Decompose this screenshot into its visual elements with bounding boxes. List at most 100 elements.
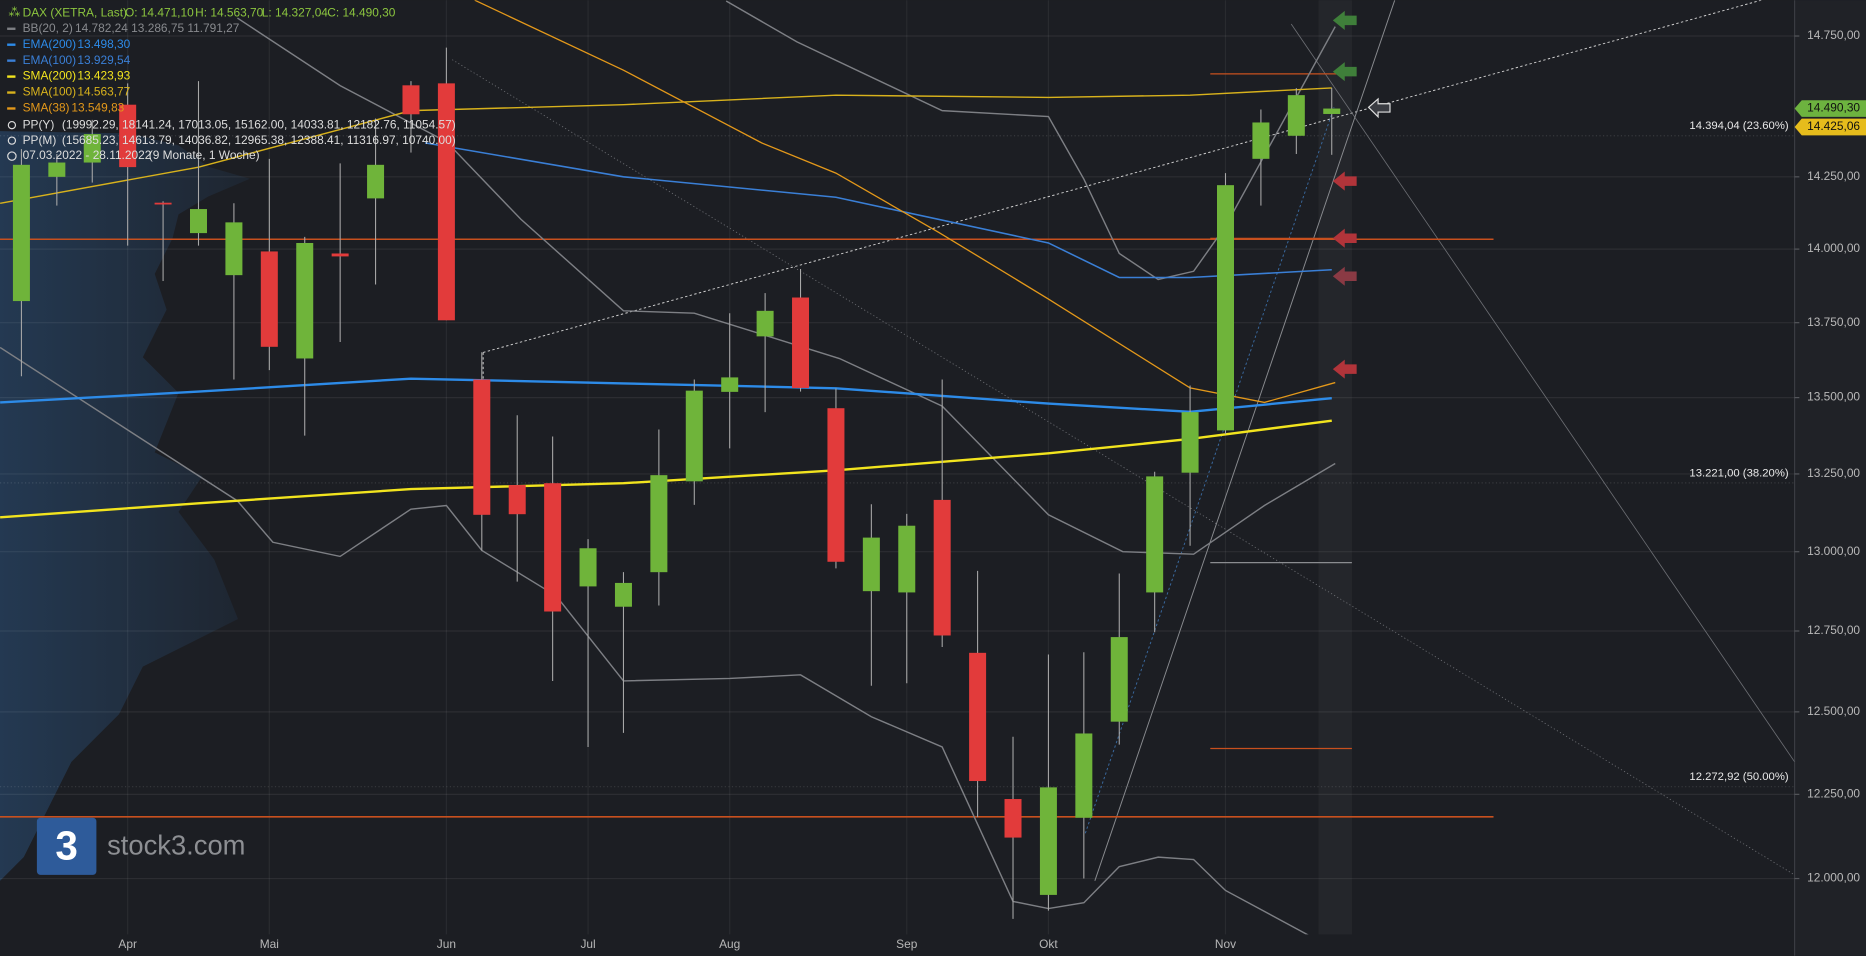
- x-tick-label: Nov: [1215, 937, 1236, 951]
- y-axis-strip: [1794, 0, 1866, 956]
- trend-line: [1084, 107, 1335, 834]
- ohlc-high: H: 14.563,70: [195, 5, 263, 19]
- pivot-levels: (19992.29, 18141.24, 17013.05, 15162.00,…: [62, 117, 456, 131]
- candle-body: [437, 83, 455, 321]
- price-tag: [1794, 118, 1866, 136]
- ohlc-low: L: 14.327,04: [262, 5, 329, 19]
- x-tick-label: Aug: [719, 937, 740, 951]
- buy-arrow: [1332, 10, 1357, 30]
- x-tick-label: Mai: [260, 937, 279, 951]
- legend-icon: [7, 151, 17, 161]
- candle-body: [473, 379, 491, 515]
- trend-line: [452, 59, 1795, 876]
- candle-body: [1216, 185, 1234, 431]
- trend-line: [1094, 0, 1396, 881]
- period: 07.03.2022 - 28.11.2022: [23, 148, 152, 162]
- y-tick-label: 14.750,00: [1807, 28, 1860, 42]
- sell-arrow: [1332, 228, 1357, 248]
- candle-body: [83, 134, 101, 163]
- y-tick-label: 14.000,00: [1807, 241, 1860, 255]
- candle-body: [792, 297, 810, 388]
- legend: ⁂ DAX (XETRA, Last) O: 14.471,10 H: 14.5…: [7, 5, 456, 162]
- legend-name: EMA(100): [23, 53, 77, 67]
- candle-body: [402, 85, 420, 115]
- candle-body: [508, 485, 526, 515]
- candle-body: [544, 483, 562, 612]
- y-tick-label: 12.250,00: [1807, 786, 1860, 800]
- candle-body: [614, 582, 632, 607]
- y-tick-label: 13.000,00: [1807, 544, 1860, 558]
- candle-body: [756, 310, 774, 337]
- price-tag-label: 14.425,06: [1807, 119, 1860, 133]
- candle-body: [331, 253, 349, 257]
- candle-body: [933, 499, 951, 636]
- price-tag: [1794, 100, 1866, 117]
- cursor-arrow: [1367, 97, 1391, 119]
- candle-body: [225, 222, 243, 276]
- candle-body: [685, 390, 703, 482]
- ohlc-close: C: 14.490,30: [327, 5, 395, 19]
- fib-label: 14.394,04 (23.60%): [1689, 120, 1788, 132]
- legend-value: 13.929,54: [77, 53, 130, 67]
- plot-area: [0, 0, 1795, 935]
- legend-name: SMA(100): [23, 85, 77, 99]
- candle-body: [579, 548, 597, 587]
- candle-body: [1323, 108, 1341, 114]
- legend-name: BB(20, 2): [23, 21, 73, 35]
- buy-arrow: [1332, 62, 1357, 82]
- candle-body: [1146, 476, 1164, 593]
- candle-body: [189, 209, 207, 234]
- sell-arrow: [1332, 171, 1357, 191]
- instrument-name: DAX (XETRA, Last): [23, 5, 127, 19]
- ohlc-open: O: 14.471,10: [125, 5, 194, 19]
- candle-body: [1075, 733, 1093, 818]
- candle-body: [969, 652, 987, 782]
- y-tick-label: 12.000,00: [1807, 871, 1860, 885]
- indicator-line: [725, 0, 1336, 281]
- legend-value: 14.782,24 13.286,75 11.791,27: [75, 21, 240, 35]
- x-tick-label: Sep: [896, 937, 918, 951]
- logo-text: 3: [55, 822, 78, 868]
- candle-body: [12, 164, 30, 302]
- legend-name: SMA(38): [23, 101, 70, 115]
- logo-box: [36, 817, 97, 875]
- trend-line: [1290, 23, 1795, 763]
- candle-body: [260, 251, 278, 347]
- candle-body: [119, 104, 137, 168]
- sell-arrow: [1332, 359, 1357, 379]
- candle-body: [1181, 412, 1199, 473]
- legend-value: 14.563,77: [77, 85, 130, 99]
- watermark: 3 stock3.com: [36, 817, 245, 875]
- legend-icon: [7, 120, 17, 130]
- legend-icon: [7, 136, 17, 145]
- current-week-highlight: [1318, 0, 1352, 935]
- indicator-line: [0, 87, 1332, 205]
- candle-body: [1252, 122, 1270, 159]
- x-tick-label: Okt: [1039, 937, 1058, 951]
- volume-profile: [0, 131, 250, 881]
- candle-body: [827, 408, 845, 562]
- grid: [0, 0, 1795, 935]
- x-tick-label: Apr: [118, 937, 137, 951]
- candle-body: [1004, 799, 1022, 838]
- candle-body: [898, 525, 916, 593]
- pivot-name: PP(Y): [23, 117, 55, 131]
- y-tick-label: 14.250,00: [1807, 169, 1860, 183]
- y-tick-label: 12.750,00: [1807, 623, 1860, 637]
- legend-value: 13.498,30: [77, 37, 130, 51]
- indicator-line: [424, 142, 1332, 279]
- candle-body: [1039, 787, 1057, 895]
- candle-body: [1110, 637, 1128, 722]
- trend-line: [483, 0, 1762, 353]
- y-tick-label: 12.500,00: [1807, 704, 1860, 718]
- legend-name: SMA(200): [23, 69, 77, 83]
- indicator-line: [474, 0, 1336, 404]
- legend-value: 13.423,93: [77, 69, 130, 83]
- y-tick-label: 13.250,00: [1807, 466, 1860, 480]
- indicator-line: [0, 419, 1332, 519]
- y-tick-label: 13.750,00: [1807, 315, 1860, 329]
- y-tick-label: 13.500,00: [1807, 390, 1860, 404]
